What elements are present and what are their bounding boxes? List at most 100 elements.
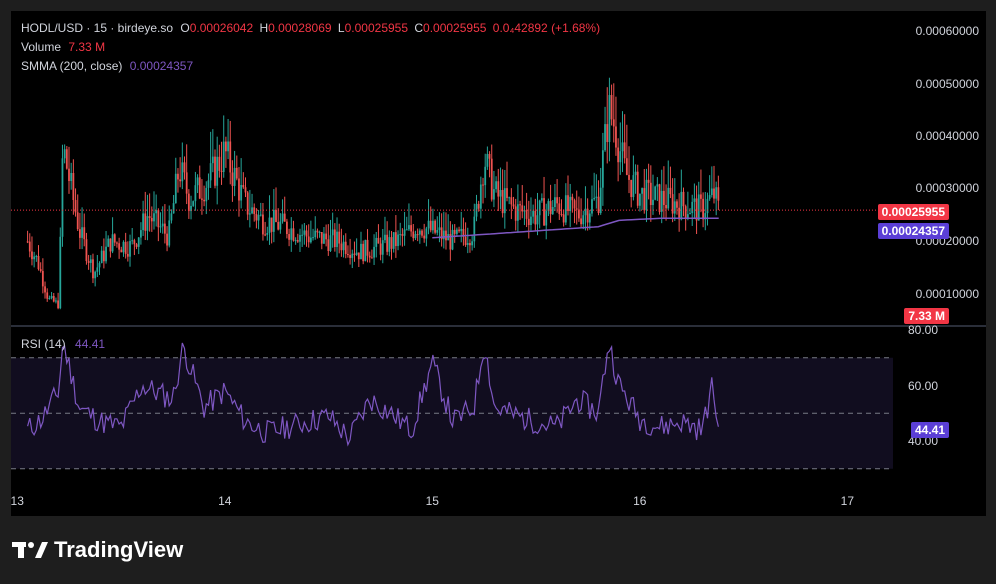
candle-down [296, 240, 299, 242]
high-value: 0.00028069 [268, 21, 332, 35]
time-tick-label: 16 [633, 494, 647, 508]
candle-down [449, 234, 452, 250]
candle-down [469, 243, 471, 246]
candle-down [700, 194, 702, 199]
candle-up [174, 173, 177, 204]
candle-down [325, 233, 328, 240]
low-value: 0.00025955 [344, 21, 409, 35]
candle-up [336, 231, 338, 248]
candle-up [192, 201, 195, 206]
candle-up [551, 207, 554, 215]
candle-down [695, 198, 698, 221]
candle-down [262, 214, 264, 235]
candle-down [157, 210, 160, 228]
candle-up [329, 235, 332, 251]
ohlc-legend: HODL/USD · 15 · birdeye.so O0.00026042 H… [21, 21, 600, 35]
candle-up [588, 213, 591, 223]
candle-up [111, 234, 114, 252]
candle-down [647, 179, 650, 183]
candle-down [218, 156, 221, 171]
candle-down [543, 198, 545, 226]
candle-down [109, 238, 112, 252]
candle-up [569, 196, 572, 211]
candle-up [172, 203, 175, 214]
candle-down [28, 241, 31, 252]
candle-up [153, 213, 155, 222]
chart-canvas[interactable]: 0.000100000.000200000.000300000.00040000… [11, 11, 986, 516]
candle-down [562, 214, 565, 223]
candle-down [120, 249, 123, 253]
candle-up [159, 226, 162, 228]
candle-up [381, 240, 384, 255]
candle-up [708, 195, 711, 199]
candle-up [645, 179, 648, 211]
candle-down [102, 250, 105, 262]
candle-down [567, 195, 569, 211]
candle-down [676, 201, 678, 208]
candle-up [240, 184, 243, 201]
candle-down [713, 188, 715, 199]
candle-down [246, 192, 249, 215]
candle-up [547, 201, 550, 211]
candle-down [549, 201, 552, 215]
candle-up [211, 156, 214, 164]
candle-up [129, 241, 131, 257]
candle-down [340, 243, 343, 251]
candle-up [689, 213, 691, 215]
candle-down [410, 225, 413, 232]
candle-up [98, 263, 101, 268]
candle-down [118, 243, 121, 250]
tradingview-brand[interactable]: TradingView [12, 537, 183, 563]
candle-down [401, 234, 404, 236]
candle-up [248, 213, 251, 215]
candle-up [384, 234, 386, 241]
candle-down [390, 237, 393, 249]
candle-up [451, 229, 454, 250]
candle-up [168, 220, 171, 246]
candle-up [140, 230, 142, 238]
candle-down [224, 141, 227, 152]
candle-up [693, 198, 696, 202]
candle-down [662, 190, 665, 205]
candle-down [253, 207, 256, 214]
candle-up [142, 213, 144, 231]
candle-down [497, 181, 500, 197]
candle-down [578, 209, 580, 219]
candle-down [379, 243, 382, 255]
volume-legend: Volume 7.33 M [21, 40, 105, 54]
candle-down [183, 162, 186, 173]
candle-down [185, 172, 188, 194]
candle-down [57, 300, 60, 309]
time-tick-label: 13 [11, 494, 24, 508]
candle-down [150, 217, 153, 222]
candle-up [704, 213, 707, 220]
candle-down [434, 220, 436, 233]
candle-down [87, 261, 90, 263]
candle-down [316, 230, 319, 233]
candle-up [388, 237, 391, 252]
candle-up [181, 162, 184, 182]
candle-up [486, 154, 489, 167]
high-label: H [259, 21, 269, 35]
candle-down [571, 196, 574, 201]
candle-down [514, 206, 517, 221]
smma-legend: SMMA (200, close) 0.00024357 [21, 59, 193, 73]
candle-up [715, 187, 718, 199]
candle-up [61, 158, 64, 237]
candle-up [710, 188, 713, 196]
candle-down [580, 218, 582, 225]
candle-up [438, 227, 441, 230]
candle-up [484, 166, 487, 186]
candle-down [610, 95, 613, 120]
candle-up [639, 193, 641, 206]
open-label: O [180, 21, 190, 35]
candle-down [597, 196, 600, 214]
candle-up [405, 229, 408, 231]
candle-up [205, 187, 208, 202]
candle-down [349, 255, 352, 258]
candle-up [460, 228, 463, 232]
volume-price-tag: 7.33 M [904, 308, 949, 324]
close-value: 0.00025955 [423, 21, 487, 35]
candle-up [471, 241, 474, 246]
candle-up [473, 216, 476, 242]
